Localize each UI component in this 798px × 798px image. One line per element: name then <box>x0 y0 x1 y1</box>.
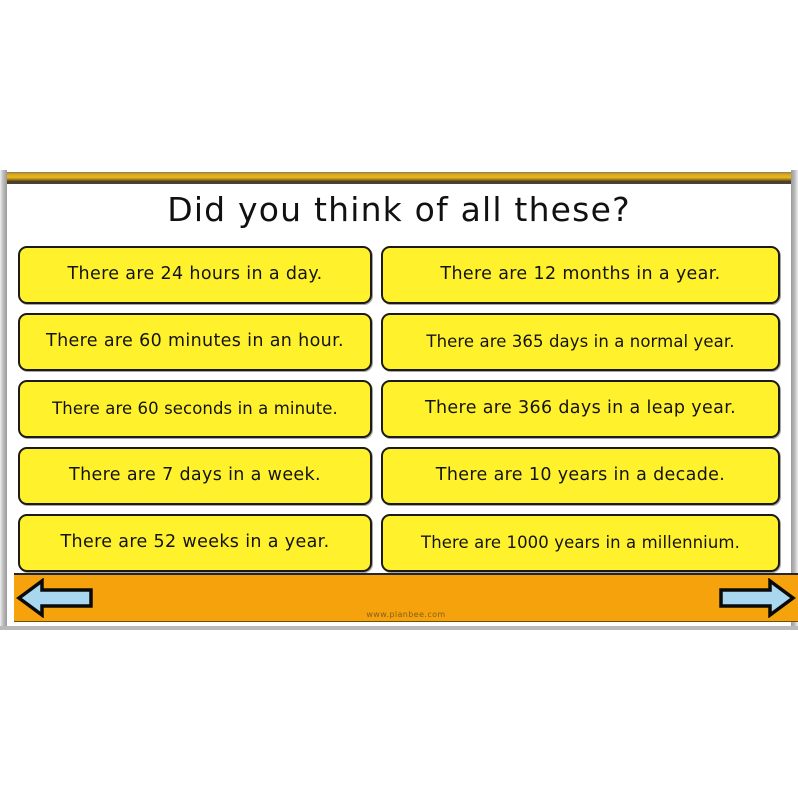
fact-text: There are 24 hours in a day. <box>67 264 323 285</box>
slide-canvas: Did you think of all these? There are 24… <box>7 184 798 626</box>
fact-text: There are 7 days in a week. <box>69 465 321 486</box>
slide-frame: Did you think of all these? There are 24… <box>0 170 798 630</box>
frame-edge-bottom <box>0 626 798 630</box>
fact-box: There are 60 seconds in a minute. <box>18 380 372 438</box>
fact-box: There are 10 years in a decade. <box>381 447 780 505</box>
top-decorative-strip <box>0 172 798 182</box>
frame-edge-right <box>791 170 798 630</box>
page-title: Did you think of all these? <box>167 190 631 229</box>
arrow-right-icon[interactable] <box>718 578 796 618</box>
fact-box: There are 60 minutes in an hour. <box>18 313 372 371</box>
fact-box: There are 366 days in a leap year. <box>381 380 780 438</box>
arrow-left-icon[interactable] <box>16 578 94 618</box>
fact-box: There are 24 hours in a day. <box>18 246 372 304</box>
fact-text: There are 1000 years in a millennium. <box>421 532 740 552</box>
fact-box: There are 1000 years in a millennium. <box>381 514 780 572</box>
frame-edge-left <box>0 170 7 630</box>
facts-grid: There are 24 hours in a day. There are 1… <box>18 246 780 572</box>
fact-box: There are 365 days in a normal year. <box>381 313 780 371</box>
fact-box: There are 12 months in a year. <box>381 246 780 304</box>
watermark-text: www.planbee.com <box>366 610 446 619</box>
fact-text: There are 12 months in a year. <box>440 264 721 285</box>
fact-text: There are 10 years in a decade. <box>435 465 726 486</box>
fact-box: There are 7 days in a week. <box>18 447 372 505</box>
fact-text: There are 366 days in a leap year. <box>424 398 737 419</box>
fact-text: There are 60 minutes in an hour. <box>46 331 344 352</box>
fact-text: There are 60 seconds in a minute. <box>52 398 338 418</box>
fact-box: There are 52 weeks in a year. <box>18 514 372 572</box>
fact-text: There are 52 weeks in a year. <box>60 532 330 553</box>
top-decorative-strip-shadow <box>0 182 798 184</box>
navigation-bar: www.planbee.com <box>14 573 798 622</box>
fact-text: There are 365 days in a normal year. <box>426 331 735 351</box>
